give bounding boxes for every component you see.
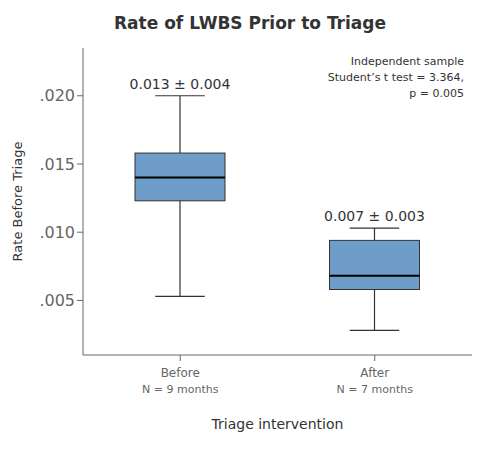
svg-text:Triage intervention: Triage intervention (211, 416, 344, 432)
svg-text:0.007 ± 0.003: 0.007 ± 0.003 (324, 208, 425, 224)
svg-text:0.013 ± 0.004: 0.013 ± 0.004 (130, 76, 231, 92)
svg-text:N = 9 months: N = 9 months (142, 383, 219, 396)
svg-text:Rate Before Triage: Rate Before Triage (10, 142, 25, 262)
svg-text:.005: .005 (39, 291, 75, 310)
svg-text:Before: Before (161, 366, 200, 380)
html-text:Student’s t test = 3.364,: Student’s t test = 3.364, (327, 70, 464, 84)
svg-text:.020: .020 (39, 86, 75, 105)
html-text:Rate of LWBS Prior to Triage: Rate of LWBS Prior to Triage (114, 13, 386, 33)
svg-text:After: After (360, 366, 389, 380)
svg-text:.015: .015 (39, 155, 75, 174)
html-text:Independent sample: Independent sample (350, 55, 464, 68)
html-text:p = 0.005: p = 0.005 (409, 86, 464, 100)
svg-text:.010: .010 (39, 223, 75, 242)
svg-text:N = 7 months: N = 7 months (337, 383, 414, 396)
